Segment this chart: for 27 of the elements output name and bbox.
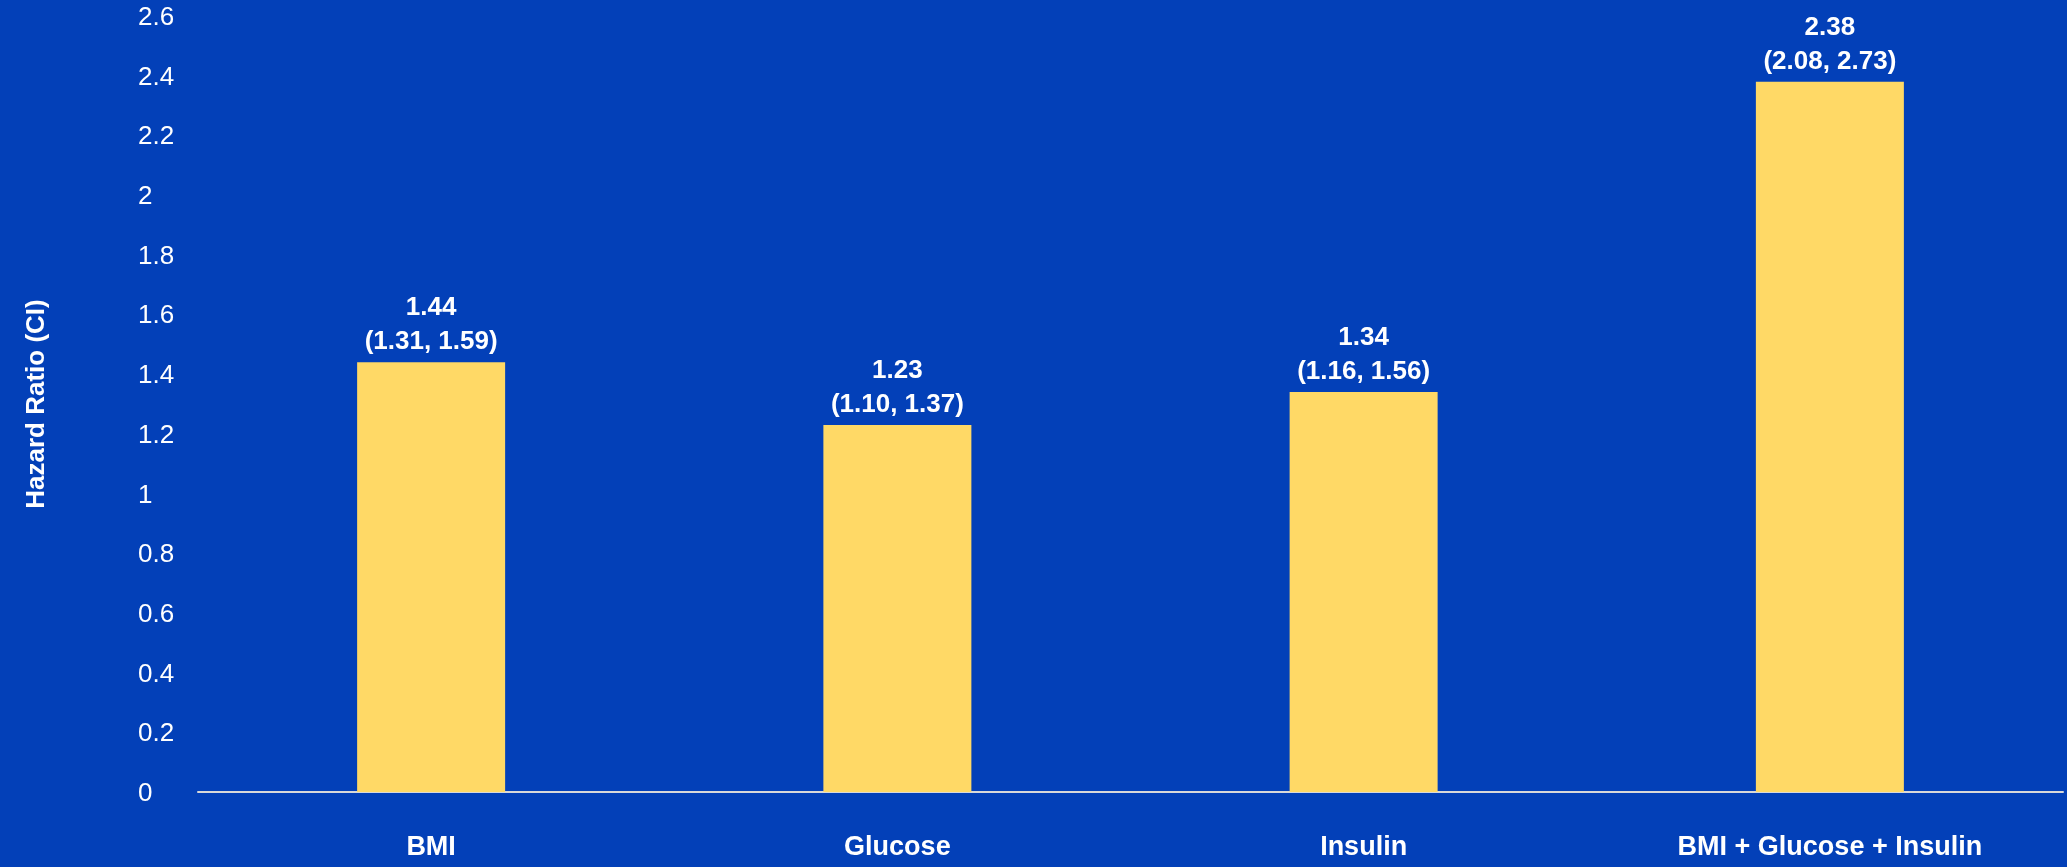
y-tick-label: 0.6 [138, 597, 175, 628]
y-tick-label: 2 [138, 180, 153, 211]
x-tick-label: BMI + Glucose + Insulin [1677, 830, 1983, 861]
y-tick-label: 1.6 [138, 299, 175, 330]
y-tick-label: 2.6 [138, 1, 175, 31]
y-axis-title: Hazard Ratio (CI) [20, 299, 50, 509]
bar [1289, 392, 1438, 792]
y-tick-label: 0.4 [138, 657, 175, 688]
data-label: 1.34 (1.16, 1.56) [1297, 321, 1431, 386]
y-tick-label: 0 [138, 777, 153, 807]
y-tick-label: 0.8 [138, 538, 175, 569]
x-tick-label: BMI [406, 830, 456, 861]
data-label: 2.38 (2.08, 2.73) [1763, 10, 1897, 75]
y-tick-label: 1 [138, 478, 153, 509]
y-tick-label: 2.2 [138, 120, 175, 151]
bar [823, 424, 972, 792]
x-tick-label: Insulin [1320, 830, 1408, 861]
y-tick-label: 2.4 [138, 60, 175, 91]
bar [357, 362, 506, 792]
y-tick-label: 0.2 [138, 717, 175, 748]
y-tick-label: 1.2 [138, 418, 175, 449]
data-label: 1.44 (1.31, 1.59) [364, 291, 498, 356]
y-tick-label: 1.4 [138, 359, 175, 390]
data-label: 1.23 (1.10, 1.37) [830, 353, 964, 418]
y-tick-label: 1.8 [138, 239, 175, 270]
x-tick-label: Glucose [844, 830, 951, 861]
bar [1755, 81, 1904, 792]
